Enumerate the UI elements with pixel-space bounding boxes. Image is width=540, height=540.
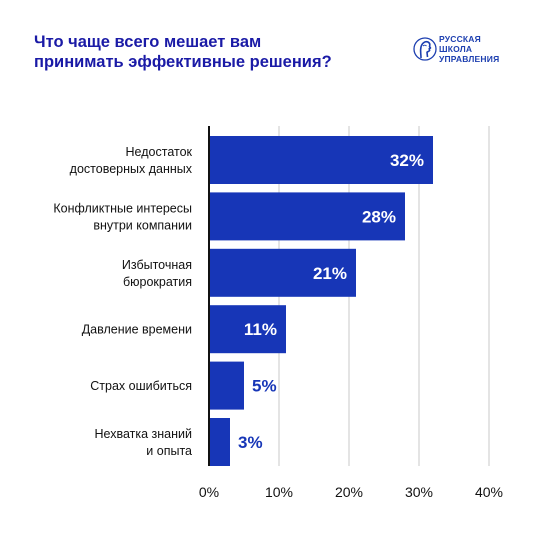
bar-value-label: 28% (362, 207, 396, 226)
bar-value-label: 21% (313, 264, 347, 283)
x-tick-label: 40% (475, 484, 503, 500)
bar (209, 418, 230, 466)
bar-value-label: 11% (244, 320, 277, 339)
x-tick-label: 20% (335, 484, 363, 500)
bar-value-label: 5% (252, 377, 277, 396)
bar (209, 192, 405, 241)
category-label: Страх ошибиться (90, 379, 192, 393)
logo-text: РУССКАЯ ШКОЛА УПРАВЛЕНИЯ (439, 34, 499, 64)
category-label: Нехватка знаний и опыта (95, 427, 193, 458)
bar-value-label: 3% (238, 433, 263, 452)
x-tick-label: 10% (265, 484, 293, 500)
logo: РУССКАЯ ШКОЛА УПРАВЛЕНИЯ (413, 33, 523, 67)
bar-value-label: 32% (390, 151, 424, 170)
bar (209, 136, 433, 184)
chart-title: Что чаще всего мешает вам принимать эффе… (34, 33, 332, 71)
x-tick-label: 30% (405, 484, 433, 500)
bar (209, 361, 244, 410)
logo-line: ШКОЛА (439, 44, 473, 54)
category-label: Избыточная бюрократия (122, 258, 192, 289)
x-tick-label: 0% (199, 484, 219, 500)
category-label: Недостаток достоверных данных (70, 145, 193, 176)
logo-line: УПРАВЛЕНИЯ (439, 54, 500, 64)
logo-line: РУССКАЯ (439, 34, 481, 44)
profile-head-logo-icon (413, 37, 437, 61)
category-label: Конфликтные интересы внутри компании (53, 201, 192, 232)
bar (209, 248, 356, 297)
category-label: Давление времени (82, 323, 192, 337)
bar (209, 305, 286, 354)
